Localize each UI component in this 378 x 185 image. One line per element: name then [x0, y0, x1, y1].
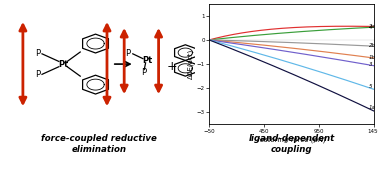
- Text: 2b: 2b: [369, 43, 376, 48]
- Y-axis label: ΔΔE(act): ΔΔE(act): [187, 49, 194, 79]
- Text: Pt: Pt: [58, 60, 68, 69]
- Text: P: P: [36, 49, 41, 58]
- Text: 2a: 2a: [369, 24, 376, 29]
- Text: force-coupled reductive
elimination: force-coupled reductive elimination: [42, 134, 157, 154]
- Text: P: P: [125, 49, 130, 58]
- Text: Pt: Pt: [142, 56, 152, 65]
- Text: ligand-dependent
coupling: ligand-dependent coupling: [249, 134, 335, 154]
- X-axis label: restoring force (pN): restoring force (pN): [257, 136, 326, 143]
- Text: 5: 5: [369, 84, 372, 89]
- Text: 1a: 1a: [369, 105, 376, 110]
- Text: +: +: [167, 60, 177, 73]
- Text: 3: 3: [369, 62, 372, 67]
- Text: 1b: 1b: [369, 55, 376, 60]
- Text: 4: 4: [369, 25, 372, 30]
- Text: P: P: [141, 68, 146, 77]
- Text: P: P: [36, 70, 41, 79]
